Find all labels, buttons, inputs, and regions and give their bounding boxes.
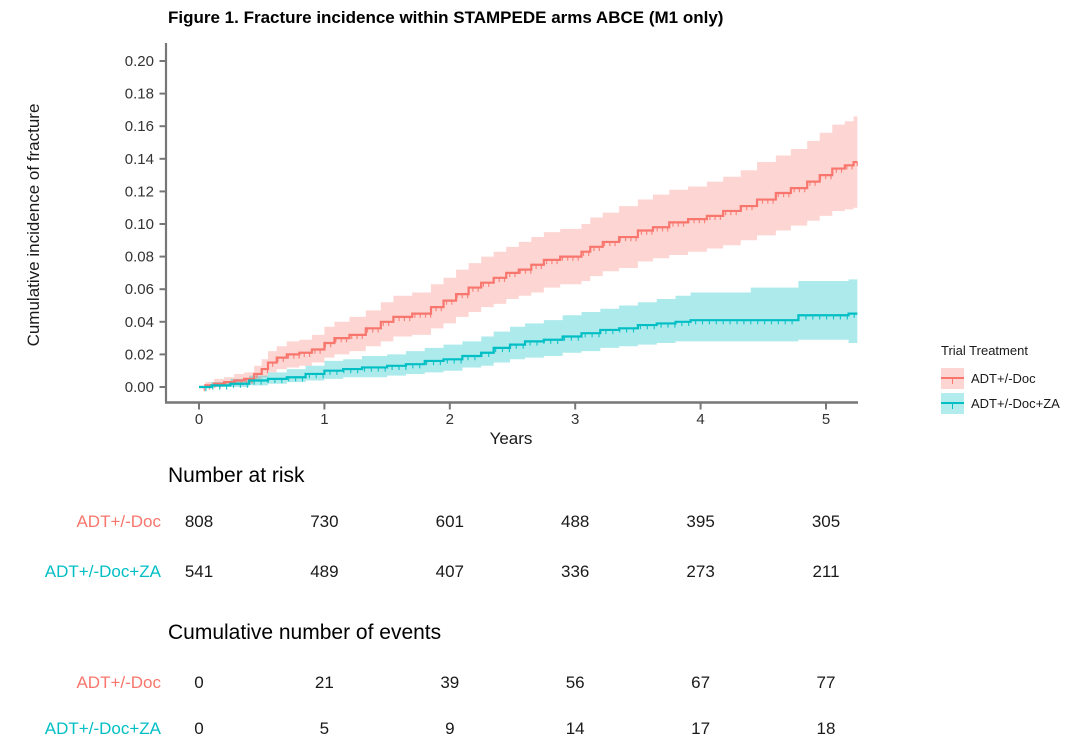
table-cell: 39 — [440, 673, 460, 692]
x-tick-label: 0 — [195, 411, 203, 428]
table-cell: 77 — [816, 673, 836, 692]
x-tick-label: 5 — [822, 411, 830, 428]
table-cell: 18 — [816, 719, 836, 738]
table-cell: 17 — [691, 719, 711, 738]
censor-ticks-adt-doc-za — [205, 313, 855, 392]
table-cell: 5 — [319, 719, 330, 738]
risk-table-heading: Number at risk — [168, 464, 305, 487]
table-cell: 21 — [314, 673, 334, 692]
y-tick-label: 0.04 — [125, 314, 154, 331]
legend-entry-label: ADT+/-Doc — [971, 370, 1036, 386]
y-tick-label: 0.02 — [125, 346, 154, 363]
table-cell: 336 — [561, 562, 590, 581]
y-tick-label: 0.12 — [125, 183, 154, 200]
x-tick-label: 1 — [320, 411, 328, 428]
table-cell: 9 — [445, 719, 455, 738]
table-cell: 488 — [561, 512, 590, 531]
x-tick-label: 3 — [571, 411, 579, 428]
confidence-band-adt-doc-za — [199, 279, 858, 387]
y-tick-label: 0.06 — [125, 281, 154, 298]
table-cell: 395 — [686, 512, 715, 531]
table-cell: 601 — [435, 512, 464, 531]
x-axis-title: Years — [489, 429, 533, 448]
table-cell: 730 — [310, 512, 339, 531]
table-cell: 0 — [194, 719, 204, 738]
y-tick-label: 0.10 — [125, 216, 154, 233]
legend-title: Trial Treatment — [941, 343, 1028, 358]
table-cell: 489 — [310, 562, 339, 581]
x-tick-label: 4 — [696, 411, 704, 428]
y-tick-label: 0.18 — [125, 86, 154, 103]
table-row-label: ADT+/-Doc+ZA — [44, 562, 161, 581]
survival-step-line-adt-doc-za — [199, 312, 858, 389]
events-table-heading: Cumulative number of events — [168, 621, 442, 644]
table-cell: 305 — [811, 512, 841, 531]
y-tick-label: 0.14 — [125, 151, 154, 168]
table-row-label: ADT+/-Doc — [76, 673, 161, 692]
confidence-band-adt-doc — [199, 116, 858, 388]
censor-ticks-adt-doc — [203, 162, 858, 392]
table-cell: 56 — [565, 673, 585, 692]
legend: Trial Treatment ADT+/-Doc ADT+/-Doc+ZA — [941, 343, 1060, 417]
figure-title: Figure 1. Fracture incidence within STAM… — [168, 8, 724, 27]
table-cell: 14 — [565, 719, 585, 738]
legend-entry: ADT+/-Doc — [941, 367, 1060, 389]
legend-entry: ADT+/-Doc+ZA — [941, 392, 1060, 414]
legend-key-line — [941, 401, 964, 404]
y-tick-label: 0.16 — [125, 118, 154, 135]
table-cell: 0 — [194, 673, 204, 692]
table-cell: 541 — [184, 562, 214, 581]
legend-entry-label: ADT+/-Doc+ZA — [971, 395, 1060, 411]
table-row-label: ADT+/-Doc — [76, 512, 161, 531]
y-tick-label: 0.00 — [125, 379, 154, 396]
table-cell: 407 — [435, 562, 464, 581]
table-row-label: ADT+/-Doc+ZA — [44, 719, 161, 738]
y-tick-label: 0.08 — [125, 249, 154, 266]
table-cell: 273 — [686, 562, 715, 581]
legend-key-swatch — [941, 367, 964, 389]
cumulative-incidence-plot: 0 1 2 3 4 5 0.00 0.02 0.04 0.06 0.08 0.10 0.12 0.14 0.… — [125, 43, 858, 428]
legend-key-line — [941, 376, 964, 379]
table-cell: 67 — [691, 673, 711, 692]
legend-key-censor-tick — [951, 378, 953, 384]
y-tick-label: 0.20 — [125, 53, 154, 70]
table-cell: 211 — [812, 562, 840, 581]
table-cell: 808 — [184, 512, 214, 531]
legend-key-swatch — [941, 392, 964, 414]
legend-entries: ADT+/-Doc ADT+/-Doc+ZA — [941, 367, 1060, 414]
x-tick-label: 2 — [446, 411, 454, 428]
legend-key-censor-tick — [951, 403, 953, 409]
